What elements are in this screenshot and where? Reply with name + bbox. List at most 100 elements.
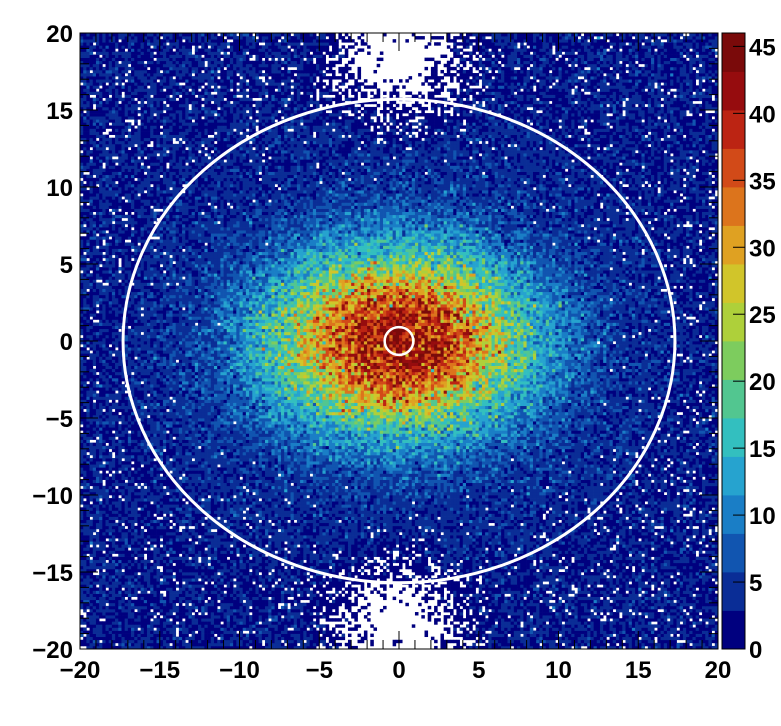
- heatmap-cell: [128, 634, 132, 637]
- heatmap-cell: [141, 621, 145, 624]
- heatmap-cell: [641, 624, 645, 627]
- heatmap-cell: [571, 603, 575, 606]
- heatmap-cell: [520, 615, 524, 618]
- heatmap-cell: [326, 609, 330, 612]
- heatmap-cell: [705, 615, 709, 618]
- heatmap-cell: [399, 578, 403, 581]
- heatmap-cell: [348, 590, 352, 593]
- heatmap-cell: [265, 621, 269, 624]
- heatmap-cell: [131, 640, 135, 643]
- heatmap-cell: [93, 637, 97, 640]
- heatmap-cell: [549, 624, 553, 627]
- heatmap-cell: [294, 627, 298, 630]
- heatmap-cell: [182, 640, 186, 643]
- heatmap-cell: [488, 600, 492, 603]
- heatmap-cell: [128, 578, 132, 581]
- heatmap-cell: [259, 637, 263, 640]
- heatmap-cell: [224, 594, 228, 597]
- heatmap-cell: [319, 627, 323, 630]
- heatmap-cell: [335, 612, 339, 615]
- heatmap-cell: [622, 594, 626, 597]
- heatmap-cell: [281, 612, 285, 615]
- heatmap-cell: [638, 643, 642, 646]
- heatmap-cell: [348, 627, 352, 630]
- heatmap-cell: [80, 606, 84, 609]
- heatmap-cell: [265, 640, 269, 643]
- heatmap-cell: [469, 606, 473, 609]
- heatmap-cell: [83, 618, 87, 621]
- heatmap-cell: [179, 612, 183, 615]
- heatmap-cell: [224, 634, 228, 637]
- heatmap-cell: [214, 581, 218, 584]
- heatmap-cell: [696, 594, 700, 597]
- heatmap-cell: [533, 575, 537, 578]
- heatmap-cell: [192, 615, 196, 618]
- heatmap-cell: [313, 631, 317, 634]
- heatmap-cell: [654, 575, 658, 578]
- heatmap-cell: [118, 581, 122, 584]
- heatmap-cell: [498, 609, 502, 612]
- heatmap-cell: [562, 624, 566, 627]
- heatmap-cell: [214, 643, 218, 646]
- heatmap-cell: [645, 631, 649, 634]
- heatmap-cell: [227, 643, 231, 646]
- heatmap-cell: [211, 634, 215, 637]
- heatmap-cell: [533, 578, 537, 581]
- heatmap-cell: [255, 606, 259, 609]
- heatmap-cell: [281, 627, 285, 630]
- heatmap-cell: [517, 587, 521, 590]
- heatmap-cell: [300, 631, 304, 634]
- heatmap-cell: [198, 631, 202, 634]
- heatmap-cell: [699, 637, 703, 640]
- heatmap-cell: [208, 572, 212, 575]
- heatmap-cell: [488, 637, 492, 640]
- heatmap-cell: [712, 634, 716, 637]
- heatmap-cell: [348, 603, 352, 606]
- heatmap-cell: [696, 590, 700, 593]
- heatmap-cell: [686, 581, 690, 584]
- heatmap-cell: [625, 643, 629, 646]
- heatmap-cell: [201, 609, 205, 612]
- heatmap-cell: [664, 584, 668, 587]
- heatmap-cell: [319, 637, 323, 640]
- heatmap-cell: [192, 606, 196, 609]
- heatmap-cell: [661, 624, 665, 627]
- heatmap-cell: [93, 615, 97, 618]
- heatmap-cell: [699, 606, 703, 609]
- heatmap-cell: [214, 606, 218, 609]
- heatmap-cell: [243, 621, 247, 624]
- heatmap-cell: [102, 643, 106, 646]
- heatmap-cell: [597, 612, 601, 615]
- heatmap-cell: [648, 587, 652, 590]
- heatmap-cell: [498, 587, 502, 590]
- heatmap-cell: [667, 631, 671, 634]
- heatmap-cell: [673, 590, 677, 593]
- heatmap-cell: [504, 631, 508, 634]
- heatmap-cell: [677, 606, 681, 609]
- heatmap-cell: [342, 634, 346, 637]
- heatmap-cell: [338, 587, 342, 590]
- heatmap-cell: [240, 618, 244, 621]
- heatmap-cell: [492, 590, 496, 593]
- heatmap-cell: [565, 634, 569, 637]
- heatmap-cell: [479, 606, 483, 609]
- heatmap-cell: [539, 618, 543, 621]
- heatmap-cell: [712, 603, 716, 606]
- heatmap-cell: [275, 584, 279, 587]
- heatmap-cell: [192, 575, 196, 578]
- heatmap-cell: [648, 621, 652, 624]
- heatmap-cell: [278, 609, 282, 612]
- heatmap-cell: [80, 640, 84, 643]
- heatmap-cell: [696, 581, 700, 584]
- heatmap-cell: [603, 603, 607, 606]
- heatmap-cell: [635, 594, 639, 597]
- heatmap-cell: [220, 575, 224, 578]
- heatmap-cell: [645, 609, 649, 612]
- heatmap-cell: [664, 575, 668, 578]
- heatmap-cell: [86, 612, 90, 615]
- heatmap-cell: [131, 634, 135, 637]
- heatmap-cell: [543, 640, 547, 643]
- heatmap-cell: [121, 572, 125, 575]
- heatmap-cell: [160, 575, 164, 578]
- heatmap-cell: [255, 624, 259, 627]
